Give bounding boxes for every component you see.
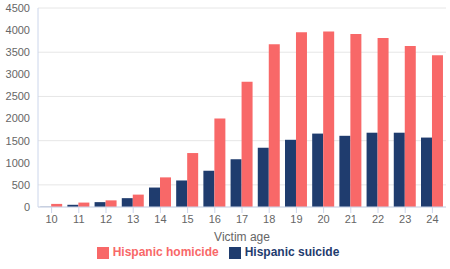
svg-text:0: 0 <box>24 201 30 213</box>
svg-text:21: 21 <box>345 213 357 225</box>
svg-text:17: 17 <box>236 213 248 225</box>
svg-text:1000: 1000 <box>8 157 30 169</box>
svg-text:16: 16 <box>209 213 221 225</box>
svg-text:2000: 2000 <box>8 112 30 124</box>
svg-text:20: 20 <box>317 213 329 225</box>
svg-text:11: 11 <box>73 213 84 225</box>
svg-text:19: 19 <box>290 213 302 225</box>
svg-text:4500: 4500 <box>8 2 30 14</box>
html-text:Hispanic homicide: Hispanic homicide <box>112 245 219 259</box>
svg-text:3000: 3000 <box>8 68 30 80</box>
html-text:Hispanic suicide: Hispanic suicide <box>244 245 340 259</box>
svg-text:3500: 3500 <box>8 46 30 58</box>
svg-text:13: 13 <box>127 213 139 225</box>
svg-text:14: 14 <box>154 213 166 225</box>
svg-text:23: 23 <box>399 213 411 225</box>
svg-text:4000: 4000 <box>8 24 30 36</box>
svg-text:10: 10 <box>45 213 57 225</box>
svg-text:15: 15 <box>181 213 193 225</box>
svg-text:22: 22 <box>372 213 384 225</box>
svg-text:2500: 2500 <box>8 90 30 102</box>
svg-text:500: 500 <box>12 179 30 191</box>
svg-text:Victim age: Victim age <box>214 230 270 244</box>
svg-text:24: 24 <box>426 213 438 225</box>
svg-text:18: 18 <box>263 213 275 225</box>
svg-text:1500: 1500 <box>8 135 30 147</box>
svg-text:12: 12 <box>100 213 112 225</box>
